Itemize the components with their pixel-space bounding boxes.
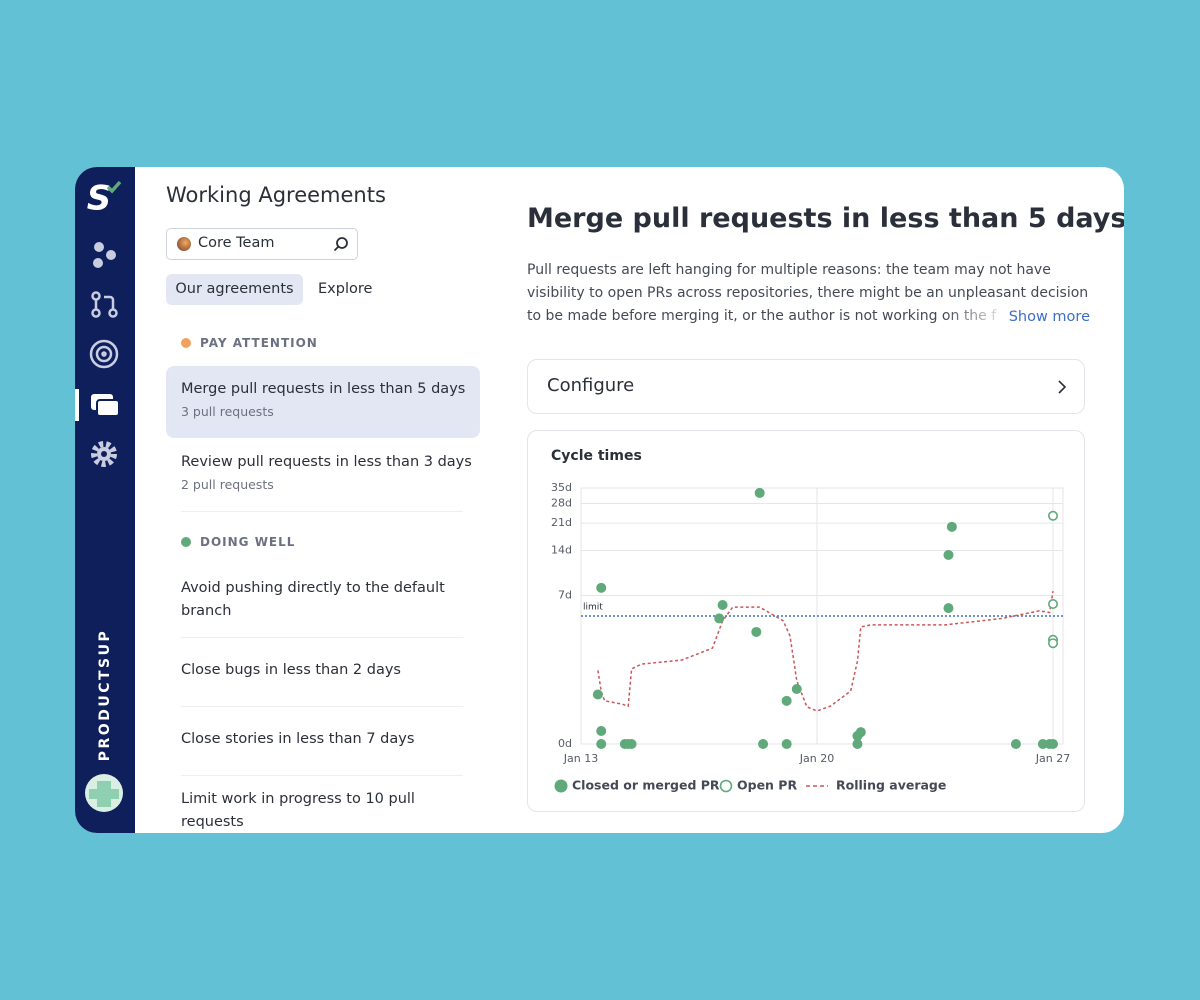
nav-icon-radar[interactable]	[89, 339, 119, 369]
description: Pull requests are left hanging for multi…	[527, 262, 1089, 324]
x-tick-label: Jan 13	[563, 752, 598, 765]
logo: S	[87, 179, 112, 219]
closed-pr-point	[596, 739, 607, 749]
nav-icon-pulls[interactable]	[91, 291, 118, 318]
agreement-title[interactable]: Close bugs in less than 2 days	[181, 662, 401, 678]
closed-pr-point	[791, 683, 802, 694]
chart-card: Cycle times 0d 7d 14d 21d 28d 35d Jan 13 Jan 20…	[527, 430, 1085, 812]
status-dot	[181, 338, 191, 348]
legend-label: Rolling average	[836, 778, 946, 793]
team-name: Core Team	[198, 235, 275, 251]
y-tick-label: 28d	[551, 496, 572, 509]
closed-pr-point	[943, 549, 954, 560]
closed-pr-point	[717, 599, 728, 610]
agreement-title[interactable]: Limit work in progress to 10 pull reques…	[181, 791, 415, 830]
logo-check	[106, 180, 122, 194]
brand-name: PRODUCTSUP	[97, 628, 113, 762]
rolling-average-line	[597, 590, 1054, 712]
configure-label: Configure	[547, 375, 635, 396]
y-tick-label: 0d	[558, 737, 572, 750]
legend-swatch	[554, 779, 568, 793]
agreement-subtitle: 3 pull requests	[181, 404, 274, 419]
agreement-title[interactable]: Close stories in less than 7 days	[181, 731, 415, 747]
separator	[181, 775, 463, 776]
closed-pr-point	[758, 739, 769, 749]
separator	[181, 511, 463, 512]
open-pr-point	[1047, 638, 1058, 649]
nav-icon-settings[interactable]	[91, 441, 117, 467]
y-tick-label: 35d	[551, 481, 572, 494]
avatar-pattern	[89, 781, 119, 807]
app-window: S PRODUCTSUP Working Agreements Core Tea…	[75, 167, 1124, 833]
show-more[interactable]: Show more	[945, 306, 1090, 329]
open-pr-point	[1047, 510, 1058, 521]
closed-pr-point	[1010, 739, 1021, 749]
limit-label: limit	[583, 603, 603, 613]
closed-pr-point	[626, 739, 637, 749]
group-label: PAY ATTENTION	[200, 336, 318, 350]
nav-icon-agreements[interactable]	[91, 394, 120, 417]
chart-title: Cycle times	[551, 448, 642, 464]
closed-pr-point	[754, 487, 765, 498]
closed-pr-point	[596, 582, 607, 593]
x-tick-label: Jan 27	[1035, 752, 1070, 765]
sidebar: S PRODUCTSUP	[75, 167, 135, 833]
y-tick-label: 7d	[558, 588, 572, 601]
panel-title: Working Agreements	[166, 183, 386, 207]
chevron	[1058, 380, 1067, 394]
agreement-title[interactable]: Avoid pushing directly to the default br…	[181, 580, 445, 619]
legend-label: Open PR	[737, 778, 797, 793]
closed-pr-point	[855, 727, 866, 738]
tab-active[interactable]: Our agreements	[166, 274, 303, 305]
closed-pr-point	[852, 739, 863, 749]
closed-pr-point	[751, 626, 762, 637]
closed-pr-point	[781, 695, 792, 706]
nav-active-indicator	[75, 389, 79, 421]
selected-item[interactable]	[166, 366, 480, 438]
agreement-subtitle: 2 pull requests	[181, 477, 274, 492]
closed-pr-point	[714, 613, 725, 624]
sidebar-icons: S	[75, 179, 123, 812]
x-tick-label: Jan 20	[799, 752, 834, 765]
configure-panel[interactable]: Configure	[527, 359, 1085, 414]
tab[interactable]: Explore	[318, 281, 373, 297]
agreement-title[interactable]: Review pull requests in less than 3 days	[181, 454, 472, 470]
legend-label: Closed or merged PR	[572, 778, 720, 793]
closed-pr-point	[943, 603, 954, 614]
search-icon	[333, 237, 348, 252]
team-selector[interactable]: Core Team	[166, 228, 358, 260]
separator	[181, 706, 463, 707]
closed-pr-point	[592, 689, 603, 700]
y-tick-label: 14d	[551, 544, 572, 557]
closed-pr-point	[946, 521, 957, 532]
detail-title: Merge pull requests in less than 5 days	[527, 203, 1124, 234]
closed-pr-point	[596, 725, 607, 736]
open-pr-point	[1047, 598, 1058, 609]
closed-pr-point	[1048, 739, 1058, 749]
nav-icon-teams[interactable]	[93, 242, 116, 268]
separator	[181, 637, 463, 638]
legend-swatch	[719, 779, 733, 793]
status-dot	[181, 537, 191, 547]
team-icon	[177, 237, 191, 251]
y-tick-label: 21d	[551, 516, 572, 529]
group-label: DOING WELL	[200, 535, 296, 549]
agreement-title[interactable]: Merge pull requests in less than 5 days	[181, 381, 466, 397]
chart: Cycle times 0d 7d 14d 21d 28d 35d Jan 13 Jan 20…	[551, 448, 1070, 793]
closed-pr-point	[781, 739, 792, 749]
